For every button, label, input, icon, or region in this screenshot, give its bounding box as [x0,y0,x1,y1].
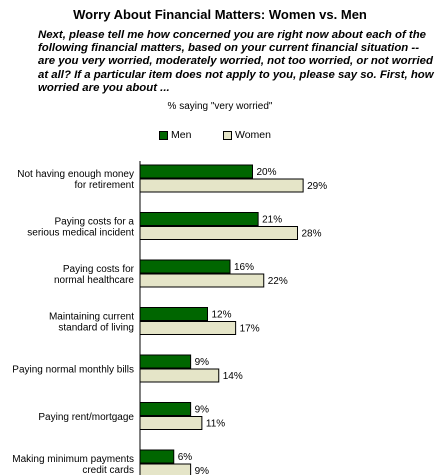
bar-women [139,273,265,288]
data-label-men: 16% [234,262,254,273]
data-label-women: 17% [240,324,260,335]
legend: Men Women [0,129,440,143]
data-label-women: 29% [307,181,327,192]
bar-women [139,321,237,335]
bar-men [139,212,259,226]
bar-men [139,354,192,369]
bar-men [139,449,175,464]
data-label-men: 20% [257,167,277,178]
data-label-men: 12% [212,310,232,321]
category-label: Maintaining current standard of living [49,312,134,334]
bar-men [139,307,208,321]
bar-women [139,368,220,383]
legend-label-women: Women [235,129,271,141]
category-label: Paying rent/mortgage [38,412,134,423]
data-label-women: 11% [206,419,225,430]
data-label-women: 22% [268,276,288,287]
bar-men [139,402,192,416]
category-label: Not having enough money for retirement [17,169,134,191]
legend-label-men: Men [171,129,192,141]
survey-question: Next, please tell me how concerned you a… [38,29,434,94]
bar-men [139,164,253,179]
data-label-women: 9% [195,466,210,475]
legend-item-women: Women [223,129,271,141]
data-label-women: 28% [302,229,322,240]
chart-title: Worry About Financial Matters: Women vs.… [73,7,367,22]
category-label: Paying costs for normal healthcare [54,264,135,286]
category-label: Paying normal monthly bills [12,365,134,376]
data-label-women: 14% [223,371,243,382]
bar-women [139,416,203,430]
legend-swatch-men [159,130,168,140]
legend-item-men: Men [159,129,191,141]
bar-men [139,259,231,274]
data-label-men: 6% [178,452,193,463]
bar-women [139,178,304,193]
category-label: Paying costs for a serious medical incide… [27,217,134,239]
data-label-men: 21% [262,215,282,226]
bar-women [139,226,298,240]
data-label-men: 9% [195,405,210,416]
bar-women [139,463,192,475]
legend-swatch-women [223,130,232,140]
category-label: Making minimum payments credit cards [12,454,134,475]
chart-subtitle: % saying "very worried" [167,101,273,112]
data-label-men: 9% [195,357,210,368]
